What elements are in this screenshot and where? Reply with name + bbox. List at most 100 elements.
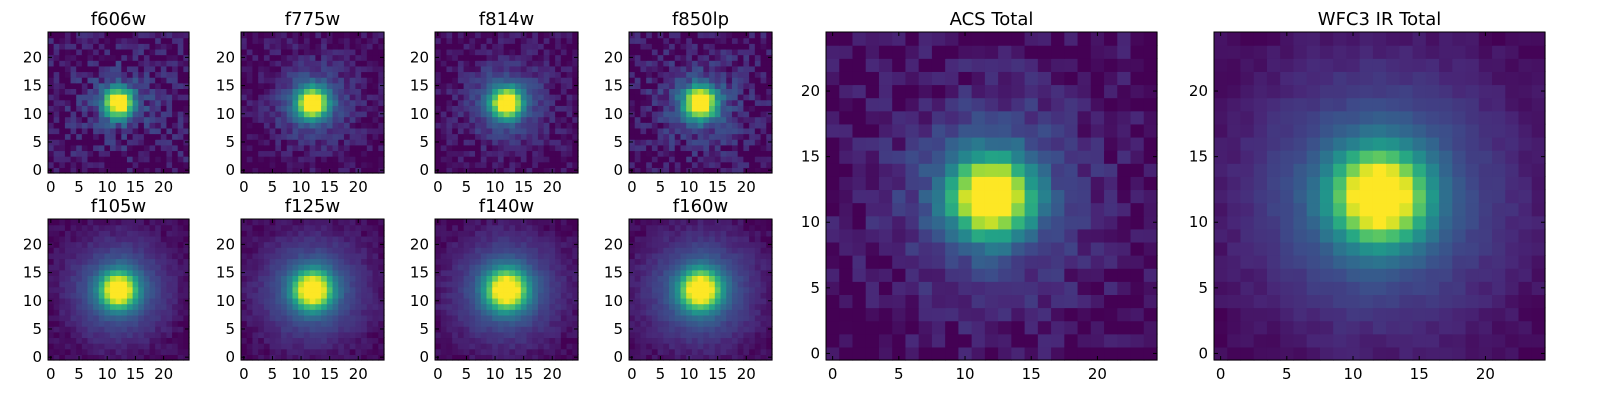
heatmap-cell [486, 99, 493, 106]
heatmap-cell [749, 88, 756, 95]
heatmap-cell [543, 269, 550, 276]
heatmap-cell [674, 77, 682, 84]
heatmap-cell [475, 82, 482, 89]
heatmap-cell [303, 309, 311, 316]
heatmap-cell [457, 247, 465, 254]
heatmap-cell [332, 88, 339, 95]
heatmap-cell [452, 320, 459, 327]
heatmap-cell [555, 264, 562, 271]
heatmap-cell [492, 150, 499, 157]
heatmap-cell [286, 348, 294, 355]
heatmap-cell [321, 219, 328, 226]
heatmap-cell [743, 292, 750, 299]
heatmap-cell [497, 269, 505, 276]
heatmap-cell [48, 303, 55, 310]
heatmap-cell [104, 343, 111, 350]
heatmap-cell [749, 303, 756, 310]
heatmap-cell [355, 235, 362, 243]
heatmap-cell [520, 37, 528, 44]
heatmap-cell [634, 314, 642, 322]
heatmap-cell [166, 309, 173, 316]
heatmap-cell [457, 65, 465, 73]
heatmap-cell [749, 309, 756, 316]
heatmap-cell [160, 230, 168, 237]
heatmap-cell [452, 82, 459, 89]
heatmap-cell [509, 133, 516, 140]
heatmap-cell [59, 247, 66, 254]
heatmap-cell [183, 43, 190, 50]
heatmap-cell [361, 343, 368, 350]
heatmap-cell [53, 88, 60, 95]
heatmap-cell [703, 269, 710, 276]
heatmap-cell [338, 326, 345, 333]
heatmap-cell [303, 60, 311, 67]
heatmap-cell [486, 247, 493, 254]
heatmap-cell [572, 252, 579, 260]
heatmap-cell [59, 326, 66, 333]
heatmap-cell [657, 150, 664, 157]
heatmap-cell [126, 82, 134, 89]
heatmap-cell [509, 264, 516, 271]
heatmap-cell [669, 105, 676, 112]
heatmap-cell [634, 320, 642, 327]
heatmap-cell [566, 337, 573, 344]
heatmap-cell [126, 127, 134, 135]
heatmap-cell [515, 297, 522, 305]
heatmap-cell [275, 303, 282, 310]
heatmap-cell [709, 32, 716, 39]
heatmap-cell [155, 54, 162, 61]
heatmap-cell [378, 133, 385, 140]
heatmap-cell [663, 343, 670, 350]
heatmap-cell [697, 343, 704, 350]
heatmap-cell [87, 144, 94, 152]
heatmap-cell [104, 331, 111, 339]
heatmap-cell [315, 252, 322, 260]
heatmap-cell [526, 297, 533, 305]
heatmap-cell [378, 292, 385, 299]
heatmap-cell [731, 60, 739, 67]
heatmap-cell [166, 94, 173, 101]
heatmap-cell [160, 264, 168, 271]
heatmap-cell [155, 309, 162, 316]
heatmap-cell [263, 167, 271, 174]
heatmap-cell [475, 343, 482, 350]
heatmap-cell [81, 264, 89, 271]
heatmap-cell [98, 252, 105, 260]
heatmap-cell [332, 54, 339, 61]
heatmap-cell [526, 269, 533, 276]
heatmap-cell [81, 110, 89, 118]
heatmap-cell [93, 37, 100, 44]
heatmap-cell [110, 99, 117, 106]
heatmap-cell [463, 82, 470, 89]
heatmap-cell [298, 348, 305, 355]
heatmap-cell [566, 241, 573, 248]
heatmap-cell [303, 326, 311, 333]
heatmap-cell [760, 331, 767, 339]
heatmap-cell [760, 348, 767, 355]
heatmap-cell [543, 235, 550, 243]
heatmap-cell [172, 309, 179, 316]
heatmap-cell [497, 161, 505, 168]
heatmap-cell [81, 105, 89, 112]
heatmap-cell [138, 150, 145, 157]
heatmap-cell [160, 247, 168, 254]
heatmap-cell [172, 99, 179, 106]
heatmap-cell [110, 348, 117, 355]
heatmap-cell [709, 48, 716, 56]
heatmap-cell [48, 94, 55, 101]
heatmap-cell [87, 219, 94, 226]
heatmap-cell [76, 77, 83, 84]
heatmap-cell [669, 331, 676, 339]
heatmap-cell [143, 314, 151, 322]
heatmap-cell [110, 269, 117, 276]
heatmap-cell [440, 219, 448, 226]
heatmap-cell [343, 247, 351, 254]
heatmap-cell [463, 252, 470, 260]
heatmap-cell [166, 337, 173, 344]
heatmap-cell [143, 252, 151, 260]
heatmap-cell [526, 71, 533, 78]
heatmap-cell [338, 247, 345, 254]
heatmap-cell [269, 286, 276, 293]
heatmap-cell [172, 54, 179, 61]
heatmap-cell [263, 235, 271, 243]
